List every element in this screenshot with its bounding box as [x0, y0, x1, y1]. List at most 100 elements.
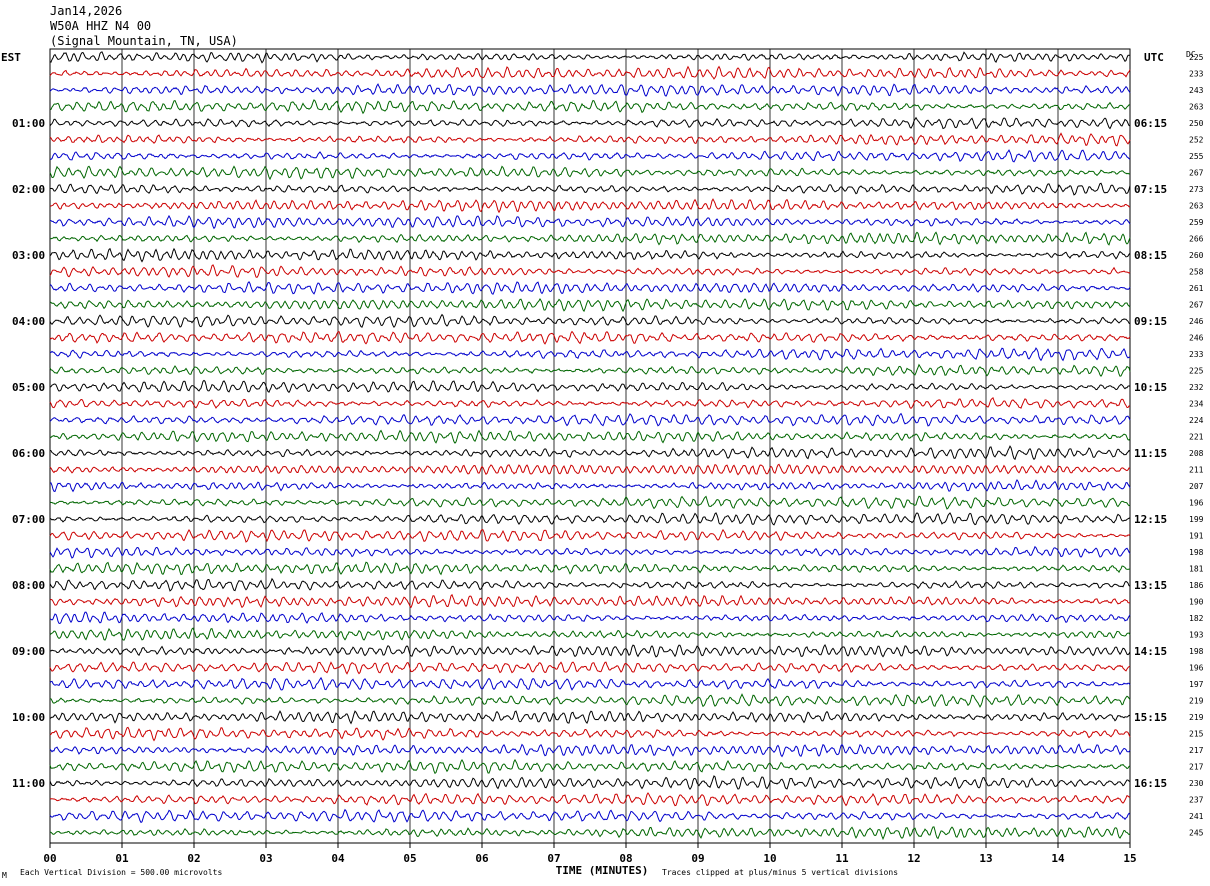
x-tick-label: 00	[43, 852, 56, 865]
seismic-trace	[49, 545, 1131, 559]
clipping-note: Traces clipped at plus/minus 5 vertical …	[662, 868, 898, 877]
dc-offset-label: 199	[1189, 515, 1204, 524]
x-tick-label: 10	[763, 852, 776, 865]
seismic-trace	[49, 247, 1131, 263]
dc-offset-label: 234	[1189, 400, 1204, 409]
x-tick-label: 13	[979, 852, 992, 865]
seismic-trace	[49, 264, 1131, 279]
seismic-trace	[49, 132, 1131, 147]
seismic-trace	[49, 643, 1131, 658]
x-tick-label: 04	[331, 852, 345, 865]
right-hour-label: 12:15	[1134, 513, 1167, 526]
seismic-trace	[49, 758, 1131, 775]
seismic-trace	[49, 165, 1131, 181]
seismic-trace	[49, 231, 1131, 246]
left-hour-label: 02:00	[12, 183, 45, 196]
left-hour-label: 10:00	[12, 711, 45, 724]
seismic-trace	[49, 313, 1131, 329]
seismic-trace	[49, 593, 1131, 609]
dc-offset-label: 225	[1189, 53, 1204, 62]
seismic-trace	[49, 528, 1131, 543]
right-hour-label: 10:15	[1134, 381, 1167, 394]
seismic-trace	[49, 396, 1131, 410]
seismic-trace	[49, 743, 1131, 758]
seismic-trace	[49, 363, 1131, 377]
dc-offset-label: 221	[1189, 433, 1204, 442]
seismic-trace	[49, 512, 1131, 526]
dc-offset-label: 246	[1189, 334, 1204, 343]
grid-lines	[49, 48, 1131, 848]
dc-offset-label: 224	[1189, 416, 1204, 425]
location-label: (Signal Mountain, TN, USA)	[50, 34, 238, 48]
seismic-trace	[49, 379, 1131, 394]
dc-offset-label: 237	[1189, 796, 1204, 805]
seismic-trace	[49, 561, 1131, 576]
seismic-trace	[49, 826, 1131, 841]
seismic-trace	[49, 792, 1131, 807]
dc-offset-label: 255	[1189, 152, 1204, 161]
dc-offset-label: 208	[1189, 449, 1204, 458]
x-tick-label: 11	[835, 852, 849, 865]
right-hour-label: 15:15	[1134, 711, 1167, 724]
dc-offset-label: 258	[1189, 268, 1204, 277]
trace-group	[49, 51, 1131, 841]
seismic-trace	[49, 99, 1131, 115]
right-hour-label: 09:15	[1134, 315, 1167, 328]
right-hour-label: 08:15	[1134, 249, 1167, 262]
dc-offset-label: 196	[1189, 499, 1204, 508]
dc-offset-label: 266	[1189, 235, 1204, 244]
dc-offset-label: 197	[1189, 680, 1204, 689]
seismic-trace	[49, 693, 1131, 708]
x-tick-label: 07	[547, 852, 560, 865]
left-hour-label: 06:00	[12, 447, 45, 460]
seismic-trace	[49, 214, 1131, 230]
dc-offset-label: 241	[1189, 812, 1204, 821]
dc-offset-label: 261	[1189, 284, 1204, 293]
x-tick-label: 08	[619, 852, 632, 865]
left-hour-label: 08:00	[12, 579, 45, 592]
dc-offset-label: 250	[1189, 119, 1204, 128]
dc-offset-label: 263	[1189, 103, 1204, 112]
dc-offset-label: 252	[1189, 136, 1204, 145]
seismic-trace	[49, 445, 1131, 461]
seismic-trace	[49, 775, 1131, 790]
right-hour-label: 16:15	[1134, 777, 1167, 790]
dc-offset-label: 245	[1189, 829, 1204, 838]
dc-offset-label: 217	[1189, 746, 1204, 755]
x-tick-label: 01	[115, 852, 129, 865]
seismic-trace	[49, 182, 1131, 196]
left-hour-label: 11:00	[12, 777, 45, 790]
dc-offset-label: 246	[1189, 317, 1204, 326]
x-tick-label: 02	[187, 852, 200, 865]
right-hour-label: 13:15	[1134, 579, 1167, 592]
left-hour-label: 05:00	[12, 381, 45, 394]
dc-offset-label: 193	[1189, 631, 1204, 640]
x-tick-label: 15	[1123, 852, 1136, 865]
x-tick-label: 14	[1051, 852, 1065, 865]
left-timezone-label: EST	[1, 51, 21, 64]
seismic-trace	[49, 676, 1131, 691]
seismic-trace	[49, 149, 1131, 163]
dc-offset-label: 225	[1189, 367, 1204, 376]
dc-offset-label: 219	[1189, 713, 1204, 722]
seismic-trace	[49, 298, 1131, 313]
seismic-trace	[49, 463, 1131, 476]
dc-offset-label: 273	[1189, 185, 1204, 194]
left-hour-label: 04:00	[12, 315, 45, 328]
seismic-trace	[49, 412, 1131, 427]
seismic-trace	[49, 710, 1131, 725]
seismic-trace	[49, 116, 1131, 130]
seismic-trace	[49, 577, 1131, 592]
x-tick-label: 05	[403, 852, 416, 865]
dc-offset-label: 186	[1189, 581, 1204, 590]
dc-offset-label: 233	[1189, 70, 1204, 79]
corner-mark: M	[2, 871, 7, 880]
dc-offset-label: 267	[1189, 169, 1204, 178]
seismic-trace	[49, 65, 1131, 80]
seismic-trace	[49, 330, 1131, 345]
dc-offset-label: 219	[1189, 697, 1204, 706]
right-hour-label: 06:15	[1134, 117, 1167, 130]
dc-offset-label: 190	[1189, 598, 1204, 607]
dc-offset-label: 267	[1189, 301, 1204, 310]
seismic-trace	[49, 726, 1131, 742]
